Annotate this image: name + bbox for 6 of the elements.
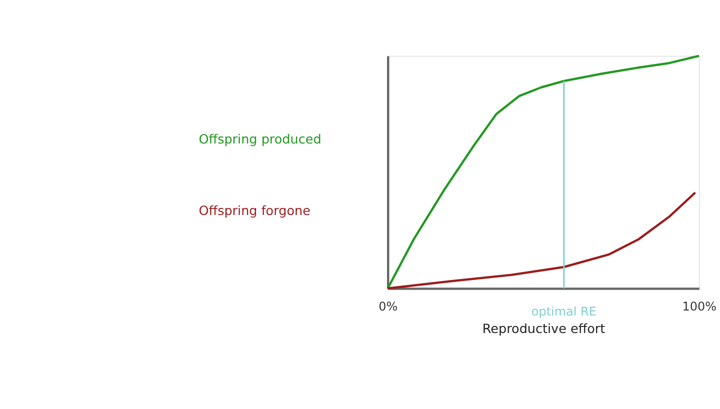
x-tick-label: 0% — [378, 300, 398, 314]
ref-line-label: optimal RE — [531, 304, 596, 318]
text: Offspring produced — [198, 132, 322, 148]
x-axis-title: Reproductive effort — [482, 322, 606, 337]
x-tick-label: 100% — [682, 300, 717, 314]
text: Offspring forgone — [198, 204, 311, 219]
